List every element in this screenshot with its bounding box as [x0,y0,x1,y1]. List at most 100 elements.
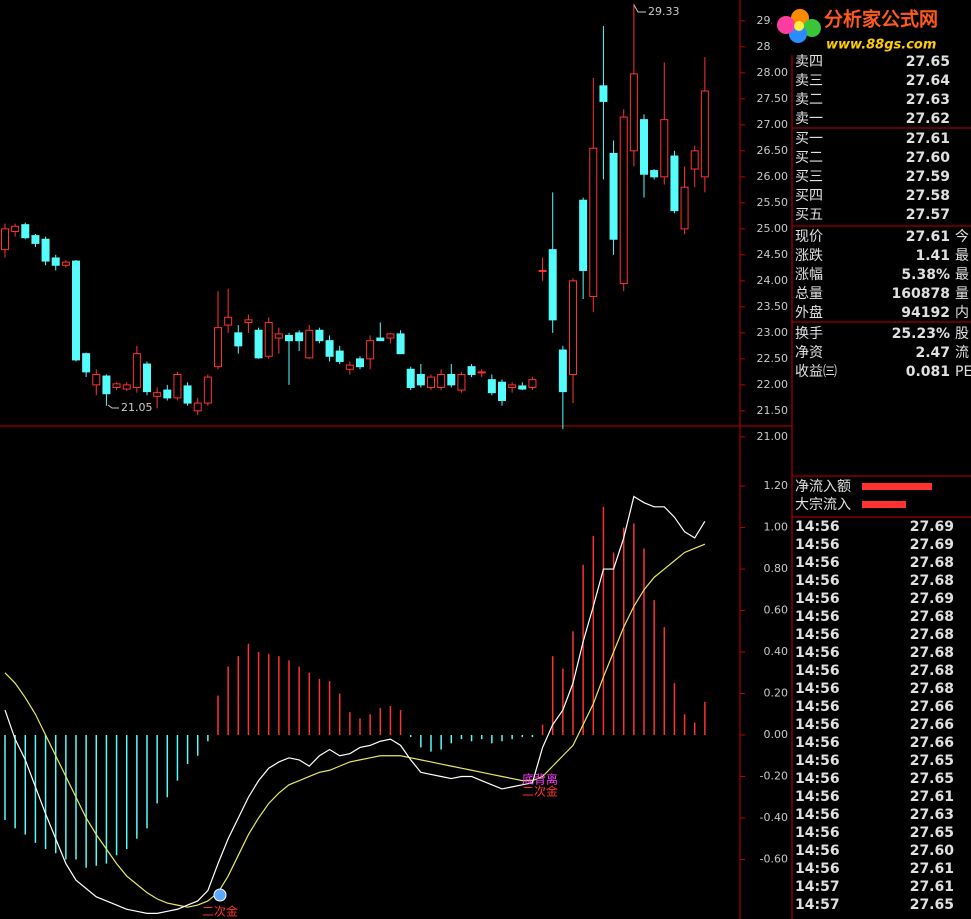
logo-petal [777,16,795,34]
candle-body [386,333,395,339]
logo-title: 分析家公式网 [824,8,938,31]
candle-body [640,119,648,175]
candle-body [477,371,486,374]
quote-label: 换手 [795,325,823,342]
quote-value: 27.59 [906,169,950,185]
quote-value: 160878 [892,286,950,302]
tick-price: 27.69 [910,537,954,553]
y-tick-label: 0.60 [764,604,789,617]
quote-value: 27.65 [906,54,950,70]
y-tick-label: 22.50 [757,352,789,365]
tick-time: 14:56 [795,555,840,571]
y-tick-label: 0.20 [764,687,789,700]
quote-extra: 最 [955,267,969,283]
charts: 21.00 21.50 22.00 22.50 23.00 23.50 24.00 24.50… [1,3,789,919]
quote-extra: PE [955,364,971,380]
candle-body [680,186,689,230]
tick-price: 27.65 [910,897,954,913]
candle-body [112,383,121,388]
candle-body [335,350,344,362]
quote-extra: 股 [955,326,969,342]
candle-body [619,116,628,284]
candle-body [366,340,375,360]
tick-time: 14:56 [795,825,840,841]
candle-body [406,368,415,388]
candle-body [132,353,141,388]
candle-body [376,337,385,342]
tick-price: 27.66 [910,735,954,751]
logo-petal [803,19,821,37]
tick-time: 14:56 [795,861,840,877]
tick-price: 27.68 [910,681,954,697]
flow-bar [862,501,906,508]
candle-body [396,333,405,355]
y-tick-label: 23.50 [757,300,789,313]
y-tick-label: 0.80 [764,562,789,575]
flow-label: 大宗流入 [795,497,851,513]
candle-body [21,224,30,239]
dif-line [4,495,706,914]
candle-body [498,381,506,401]
tick-price: 27.63 [910,807,954,823]
y-tick-label: -0.60 [760,852,788,865]
logo-url: www.88gs.com [826,38,936,53]
tick-price: 27.69 [910,519,954,535]
y-tick-label: 0.00 [764,728,789,741]
tick-price: 27.61 [910,789,954,805]
candle-body [447,373,456,386]
tick-time: 14:56 [795,663,840,679]
quote-panel: 卖四 27.65 卖三 27.64 卖二 27.63 卖一 27.62 买一 27.61 买二 27.… [795,54,971,913]
tick-price: 27.68 [910,627,954,643]
y-tick-label: 1.00 [764,521,789,534]
candle-body [700,90,709,178]
quote-label: 卖二 [795,92,823,108]
candle-body [437,373,446,388]
candle-body [548,249,557,321]
y-tick-label: 21.50 [757,404,789,417]
candle-body [416,373,425,386]
tick-time: 14:56 [795,843,840,859]
logo: 分析家公式网 www.88gs.com [772,0,971,55]
signal-label: 二次金 [202,904,238,919]
quote-label: 外盘 [795,304,823,321]
candle-body [203,376,212,404]
annotation-leader [633,4,646,13]
quote-extra: 最 [955,248,969,264]
tick-time: 14:56 [795,789,840,805]
quote-value: 2.47 [915,345,950,361]
tick-time: 14:56 [795,771,840,787]
tick-time: 14:56 [795,537,840,553]
y-tick-label: -0.20 [760,769,788,782]
candle-body [31,235,40,244]
tick-price: 27.65 [910,753,954,769]
candle-body [487,379,496,394]
candle-body [305,329,314,359]
candle-body [315,329,324,342]
tick-price: 27.65 [910,825,954,841]
annotation-leader [107,404,119,409]
quote-label: 总量 [795,286,823,302]
quote-label: 净资 [795,345,823,361]
y-tick-label: 23.00 [757,326,789,339]
tick-price: 27.61 [910,879,954,895]
quote-value: 5.38% [901,267,950,283]
tick-time: 14:56 [795,645,840,661]
y-tick-label: 24.50 [757,248,789,261]
quote-label: 卖一 [795,111,823,127]
candle-body [518,385,527,390]
quote-value: 25.23% [892,326,950,342]
quote-value: 1.41 [915,248,950,264]
candle-body [244,319,253,323]
y-tick-label: 26.00 [757,170,789,183]
tick-time: 14:56 [795,591,840,607]
tick-price: 27.66 [910,699,954,715]
tick-time: 14:56 [795,573,840,589]
candle-body [650,170,659,178]
candle-body [153,392,162,397]
y-tick-label: 1.20 [764,479,789,492]
tick-time: 14:56 [795,699,840,715]
candle-body [467,366,476,375]
candle-body [122,384,131,390]
quote-value: 27.62 [906,111,950,127]
candle-body [41,238,50,262]
